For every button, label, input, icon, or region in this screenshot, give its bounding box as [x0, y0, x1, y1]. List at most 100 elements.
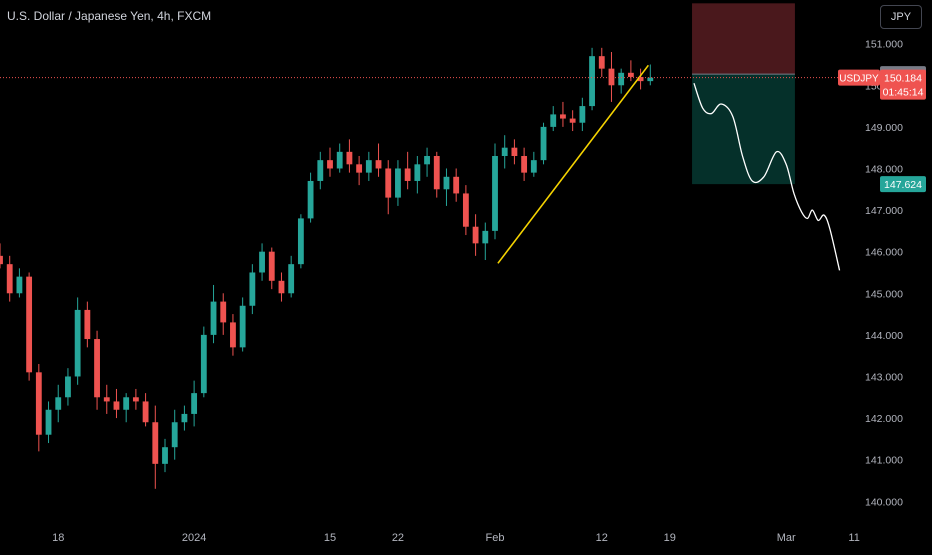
candle-body: [443, 176, 450, 190]
candle: [307, 172, 314, 223]
candles-layer: [0, 47, 654, 489]
candle: [569, 110, 576, 132]
candle-body: [356, 164, 363, 173]
candle: [424, 147, 430, 177]
candle: [385, 160, 392, 215]
candle-body: [259, 251, 265, 273]
candle-body: [424, 156, 430, 165]
target-price-text: 147.624: [884, 179, 922, 191]
candle-body: [132, 397, 139, 402]
candle: [55, 384, 62, 423]
candle: [288, 255, 295, 298]
candle-body: [307, 180, 314, 219]
candle-body: [385, 168, 392, 198]
candle-body: [521, 156, 528, 173]
candle: [336, 143, 343, 173]
time-tick-label: 15: [324, 532, 336, 544]
candle-body: [191, 393, 198, 414]
candle-body: [395, 168, 401, 198]
projection-path[interactable]: [693, 82, 841, 271]
candle-body: [627, 72, 634, 77]
trendline-layer[interactable]: [497, 64, 649, 264]
candle-body: [579, 106, 586, 123]
candle-body: [113, 401, 120, 410]
candle-body: [16, 276, 23, 294]
candle-body: [26, 276, 33, 373]
candle-body: [501, 147, 508, 156]
candle-body: [647, 77, 654, 82]
candle: [45, 401, 52, 444]
candle-body: [336, 151, 343, 169]
candle: [327, 147, 333, 177]
candle: [220, 293, 227, 335]
candle-body: [94, 339, 100, 398]
currency-button[interactable]: JPY: [880, 5, 922, 29]
candle-body: [230, 322, 236, 348]
candle: [210, 284, 217, 344]
candle: [113, 388, 120, 419]
candle: [84, 301, 91, 348]
candle-body: [327, 160, 333, 169]
candle: [152, 405, 159, 489]
candle-body: [220, 301, 227, 323]
candle: [74, 297, 81, 385]
candle-body: [200, 334, 207, 394]
price-tick-label: 146.000: [865, 247, 903, 259]
candle-body: [268, 251, 275, 281]
candle: [230, 314, 236, 356]
candle: [550, 106, 557, 132]
candle-body: [482, 230, 489, 244]
candle: [16, 268, 23, 298]
price-tick-label: 145.000: [865, 288, 903, 300]
candle: [511, 139, 518, 165]
candle-body: [511, 147, 518, 156]
candle-body: [375, 160, 382, 169]
time-tick-label: 12: [596, 532, 608, 544]
candle-body: [210, 301, 217, 335]
candle: [618, 68, 625, 94]
candle: [637, 68, 644, 90]
take-profit-zone[interactable]: [692, 74, 795, 185]
candle: [103, 384, 110, 414]
candle-body: [550, 114, 557, 127]
candle: [375, 143, 382, 177]
candle: [453, 168, 460, 202]
candle-body: [540, 126, 547, 161]
candle-body: [65, 376, 71, 398]
candle: [501, 135, 508, 169]
time-tick-label: 22: [392, 532, 404, 544]
candle: [540, 122, 547, 165]
time-tick-label: 18: [52, 532, 64, 544]
candle-body: [152, 422, 159, 464]
candle: [560, 101, 566, 127]
trendline[interactable]: [497, 64, 649, 264]
time-axis[interactable]: 18 2024 15 22 Feb 12 19 Mar 11: [52, 532, 860, 544]
candle-body: [55, 397, 62, 410]
candle: [142, 393, 149, 427]
candle-body: [589, 56, 595, 107]
stop-loss-zone[interactable]: [692, 3, 795, 75]
time-tick-label: Feb: [486, 532, 505, 544]
candle-body: [123, 397, 130, 410]
price-tick-label: 142.000: [865, 413, 903, 425]
candle-body: [45, 409, 52, 435]
candle: [462, 185, 469, 236]
candle: [317, 151, 324, 190]
candle-body: [453, 176, 460, 194]
current-price-tag: [880, 69, 926, 100]
target-price-tag: [880, 176, 926, 193]
price-tick-label: 140.000: [865, 496, 903, 508]
candle-body: [0, 255, 3, 265]
price-tick-label: 149.000: [865, 122, 903, 134]
position-tool[interactable]: [692, 3, 795, 185]
candle-body: [297, 218, 304, 265]
candle: [404, 151, 411, 190]
candle: [530, 151, 537, 177]
candle: [414, 156, 421, 194]
candle-body: [142, 401, 149, 423]
projection-layer[interactable]: [693, 82, 841, 271]
time-tick-label: 19: [664, 532, 676, 544]
price-tick-label: 148.000: [865, 163, 903, 175]
